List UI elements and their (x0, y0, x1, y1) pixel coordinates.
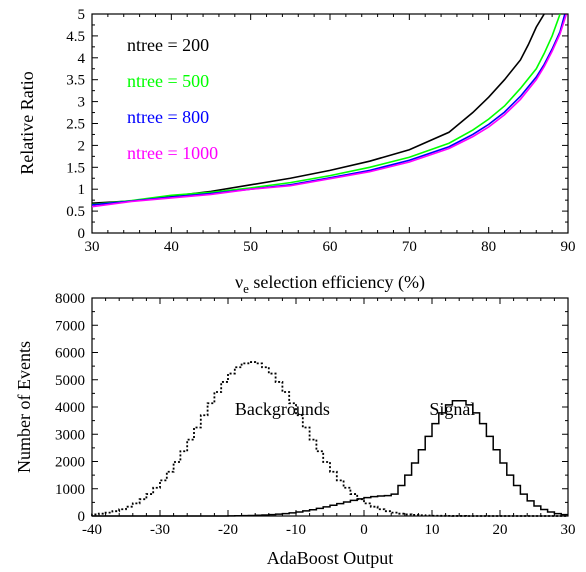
annotation-signal: Signal (429, 399, 475, 419)
y-tick-label: 0 (78, 509, 86, 525)
y-tick-label: 4.5 (66, 29, 85, 45)
top-x-axis-label: νe selection efficiency (%) (235, 272, 425, 296)
x-tick-label: 20 (493, 522, 508, 538)
adaboost-output-chart: 0 1000 2000 3000 4000 5000 6000 7000 8000 -40 -30… (14, 291, 576, 568)
top-x-axis-label-rest: selection efficiency (%) (249, 272, 425, 293)
y-tick-label: 4000 (55, 400, 85, 416)
bottom-x-axis-label: AdaBoost Output (267, 548, 394, 568)
top-series-group (92, 14, 568, 208)
y-tick-label: 1000 (55, 482, 85, 498)
y-tick-label: 1 (78, 182, 86, 198)
y-tick-label: 3 (78, 95, 86, 111)
y-tick-label: 6000 (55, 346, 85, 362)
legend-entry-ntree-500: ntree = 500 (127, 71, 209, 91)
histogram-backgrounds (91, 361, 568, 517)
top-legend: ntree = 200 ntree = 500 ntree = 800 ntree =… (127, 35, 218, 163)
y-tick-label: 7000 (55, 318, 85, 334)
y-tick-label: 1.5 (66, 160, 85, 176)
legend-entry-ntree-200: ntree = 200 (127, 35, 209, 55)
bottom-y-ticks: 0 1000 2000 3000 4000 5000 6000 7000 8000 (55, 291, 568, 525)
efficiency-ratio-chart: 0 0.5 1 1.5 2 2.5 3 3.5 4 4.5 5 30 40 50 60 70 80 90 ntr… (17, 7, 576, 296)
top-y-axis-label: Relative Ratio (17, 71, 37, 174)
x-tick-label: 90 (561, 239, 576, 255)
bottom-plot-frame (91, 297, 569, 517)
y-tick-label: 2.5 (66, 117, 85, 133)
x-tick-label: 50 (243, 239, 258, 255)
x-tick-label: 0 (360, 522, 368, 538)
y-tick-label: 8000 (55, 291, 85, 307)
y-tick-label: 5000 (55, 373, 85, 389)
bottom-x-ticks: -40 -30 -20 -10 0 10 20 30 (82, 298, 576, 538)
y-tick-label: 3000 (55, 427, 85, 443)
y-tick-label: 3.5 (66, 73, 85, 89)
x-tick-label: 70 (402, 239, 417, 255)
legend-entry-ntree-800: ntree = 800 (127, 107, 209, 127)
y-tick-label: 4 (78, 51, 86, 67)
x-tick-label: 80 (481, 239, 496, 255)
bottom-series-group (91, 361, 568, 517)
top-x-axis-label-subscript: e (243, 281, 249, 296)
y-tick-label: 2 (78, 138, 86, 154)
bottom-annotations: Backgrounds Signal (235, 399, 476, 419)
series-line-ntree-500 (92, 14, 561, 206)
histogram-signal (92, 399, 568, 517)
x-tick-label: 30 (85, 239, 100, 255)
x-tick-label: -20 (218, 522, 238, 538)
x-tick-label: 40 (164, 239, 179, 255)
top-y-ticks: 0 0.5 1 1.5 2 2.5 3 3.5 4 4.5 5 (66, 7, 568, 242)
x-tick-label: 60 (323, 239, 338, 255)
x-tick-label: -30 (150, 522, 170, 538)
y-tick-label: 0.5 (66, 204, 85, 220)
series-line-ntree-800 (92, 14, 566, 206)
top-x-ticks: 30 40 50 60 70 80 90 (85, 14, 576, 255)
y-tick-label: 5 (78, 7, 86, 23)
legend-entry-ntree-1000: ntree = 1000 (127, 143, 218, 163)
x-tick-label: 30 (561, 522, 576, 538)
top-x-axis-label-nu: ν (235, 272, 243, 292)
x-tick-label: 10 (425, 522, 440, 538)
bottom-y-axis-label: Number of Events (14, 341, 34, 473)
y-tick-label: 0 (78, 226, 86, 242)
annotation-backgrounds: Backgrounds (235, 399, 330, 419)
y-tick-label: 2000 (55, 455, 85, 471)
x-tick-label: -40 (82, 522, 102, 538)
x-tick-label: -10 (286, 522, 306, 538)
series-line-ntree-1000 (92, 14, 568, 208)
